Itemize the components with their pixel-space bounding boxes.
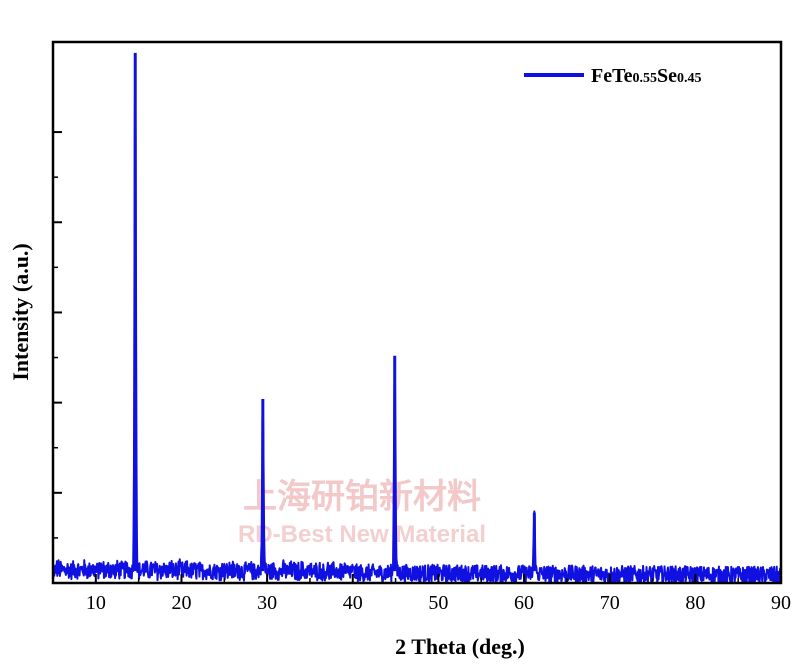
watermark-cn: 上海研铂新材料 [243,477,481,517]
series-line-0 [52,55,782,584]
x-tick-label-60: 60 [514,592,534,614]
x-tick-label-20: 20 [171,592,191,614]
x-axis-title: 2 Theta (deg.) [395,634,525,659]
x-tick-label-80: 80 [685,592,705,614]
x-tick-label-10: 10 [86,592,106,614]
x-tick-label-90: 90 [771,592,791,614]
legend-part: FeTe [591,65,633,87]
x-tick-label-40: 40 [343,592,363,614]
legend: FeTe0.55Se0.45 [524,65,701,87]
legend-part: 0.55 [632,71,657,86]
legend-part: Se [657,65,677,87]
x-tick-label-70: 70 [600,592,620,614]
y-axis-title: Intensity (a.u.) [8,243,33,381]
series-layer [52,52,782,584]
watermark: 上海研铂新材料 RD-Best New Material [238,477,486,548]
x-tick-label-50: 50 [428,592,448,614]
legend-label: FeTe0.55Se0.45 [591,65,701,87]
ticks-layer: 10 20 30 40 50 60 70 80 90 [52,131,791,614]
legend-part: 0.45 [677,71,702,86]
x-tick-label-30: 30 [257,592,277,614]
watermark-en: RD-Best New Material [238,521,486,548]
